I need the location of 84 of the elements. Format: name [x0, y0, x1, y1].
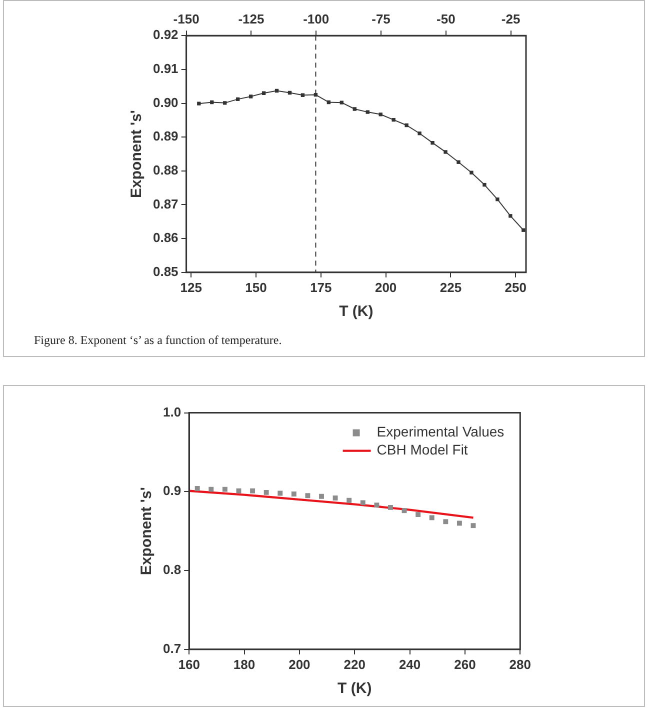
x2-tick-label: -100	[303, 11, 330, 26]
point	[210, 100, 214, 104]
point	[470, 523, 476, 528]
point	[248, 94, 253, 98]
x-tick-label: 150	[245, 280, 267, 295]
x-tick-label: 240	[398, 656, 421, 672]
y-tick-label: 0.89	[152, 128, 178, 144]
point	[392, 118, 396, 122]
x-tick-label: 200	[288, 656, 310, 672]
y-tick-label: 0.7	[162, 640, 182, 656]
point	[374, 502, 380, 508]
x-axis-title: T (K)	[339, 303, 374, 320]
caption: Figure 8. Exponent ‘s’ as a function of temperature.	[34, 333, 282, 348]
point	[456, 520, 462, 526]
point	[418, 132, 422, 136]
y-axis-title: Exponent 's'	[128, 110, 146, 198]
x-tick-label: 220	[344, 656, 366, 672]
point	[262, 91, 266, 95]
y-tick-label: 0.8	[162, 562, 182, 578]
point	[508, 214, 512, 218]
point	[264, 490, 269, 495]
y-tick-label: 1.0	[162, 404, 182, 420]
y-tick-label: 0.91	[152, 61, 178, 76]
point	[456, 160, 460, 164]
x-tick-label: 200	[374, 280, 397, 295]
x-tick-label: 125	[180, 280, 202, 295]
point	[388, 504, 393, 510]
x2-tick-label: -25	[501, 11, 520, 26]
point	[222, 486, 228, 492]
point	[236, 97, 240, 102]
point	[402, 508, 407, 514]
x2-tick-label: -125	[238, 11, 264, 26]
point	[223, 101, 227, 105]
legend-label: Experimental Values	[376, 424, 504, 440]
y-tick-label: 0.92	[152, 27, 178, 42]
x-tick-label: 180	[233, 656, 256, 672]
point	[278, 490, 283, 496]
point	[208, 486, 214, 492]
point	[274, 88, 279, 93]
y-tick-label: 0.86	[152, 230, 178, 246]
legend-label: CBH Model Fit	[376, 442, 468, 458]
point	[319, 494, 324, 499]
x2-tick-label: -75	[372, 11, 390, 26]
point	[429, 515, 434, 520]
point	[332, 496, 338, 500]
y-tick-label: 0.85	[152, 264, 178, 279]
y-tick-label: 0.9	[162, 483, 182, 498]
point	[346, 498, 352, 503]
point	[352, 107, 356, 111]
point	[416, 512, 421, 518]
x2-tick-label: -50	[436, 11, 456, 26]
point	[236, 488, 242, 494]
y-tick-label: 0.87	[152, 196, 178, 212]
point	[194, 486, 200, 491]
point	[430, 141, 434, 145]
point	[197, 102, 201, 106]
x-tick-label: 160	[178, 656, 200, 672]
point	[404, 123, 408, 128]
x-axis-title: T (K)	[338, 680, 372, 698]
x-tick-label: 280	[509, 656, 532, 672]
point	[470, 170, 474, 174]
point	[326, 100, 331, 104]
x2-tick-label: -150	[173, 11, 200, 26]
point	[291, 492, 296, 497]
point	[250, 488, 256, 494]
x-tick-label: 175	[310, 280, 332, 295]
point	[378, 112, 382, 116]
y-tick-label: 0.88	[152, 162, 178, 178]
point	[444, 150, 448, 154]
point	[300, 93, 305, 97]
y-tick-label: 0.90	[152, 94, 178, 110]
point	[482, 182, 486, 187]
point	[496, 197, 500, 202]
point	[443, 519, 448, 524]
x-tick-label: 225	[440, 280, 462, 295]
x-tick-label: 250	[504, 280, 526, 295]
point	[366, 110, 370, 114]
point	[340, 100, 344, 104]
y-axis-title: Exponent 's'	[138, 487, 156, 576]
point	[288, 90, 292, 95]
point	[305, 493, 310, 498]
point	[360, 500, 366, 506]
point	[522, 228, 526, 232]
x-tick-label: 260	[454, 656, 476, 672]
